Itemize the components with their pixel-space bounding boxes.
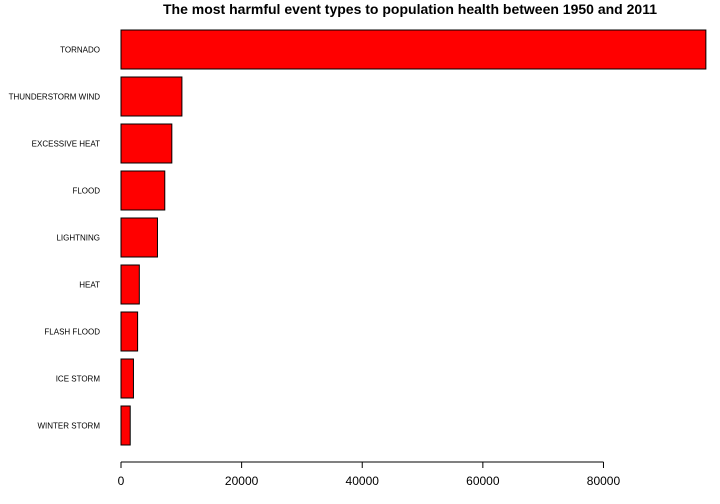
- category-label-tornado: TORNADO: [60, 46, 100, 55]
- category-label-winter-storm: WINTER STORM: [37, 422, 100, 431]
- x-tick-label: 20000: [225, 474, 259, 488]
- bar-thunderstorm-wind: [120, 76, 183, 117]
- category-label-heat: HEAT: [79, 281, 100, 290]
- bar-excessive-heat: [120, 123, 173, 164]
- category-label-flood: FLOOD: [72, 187, 100, 196]
- category-label-excessive-heat: EXCESSIVE HEAT: [32, 140, 100, 149]
- bar-winter-storm: [120, 405, 131, 446]
- category-labels-group: TORNADO THUNDERSTORM WIND EXCESSIVE HEAT FL…: [9, 46, 101, 431]
- bar-heat: [120, 264, 140, 305]
- bar-ice-storm: [120, 358, 134, 399]
- x-tick-label: 60000: [466, 474, 500, 488]
- bar-flood: [120, 170, 166, 211]
- bar-flash-flood: [120, 311, 139, 352]
- category-label-thunderstorm-wind: THUNDERSTORM WIND: [9, 93, 101, 102]
- chart-title: The most harmful event types to populati…: [163, 1, 657, 17]
- category-label-lightning: LIGHTNING: [56, 234, 100, 243]
- bar-lightning: [120, 217, 158, 258]
- bar-tornado: [120, 29, 707, 70]
- x-tick-label: 40000: [346, 474, 380, 488]
- x-axis: 0 20000 40000 60000 80000: [118, 461, 621, 488]
- x-tick-label: 0: [118, 474, 125, 488]
- category-label-flash-flood: FLASH FLOOD: [44, 328, 100, 337]
- x-tick-label: 80000: [587, 474, 621, 488]
- category-label-ice-storm: ICE STORM: [56, 375, 101, 384]
- bars-group: [120, 29, 707, 446]
